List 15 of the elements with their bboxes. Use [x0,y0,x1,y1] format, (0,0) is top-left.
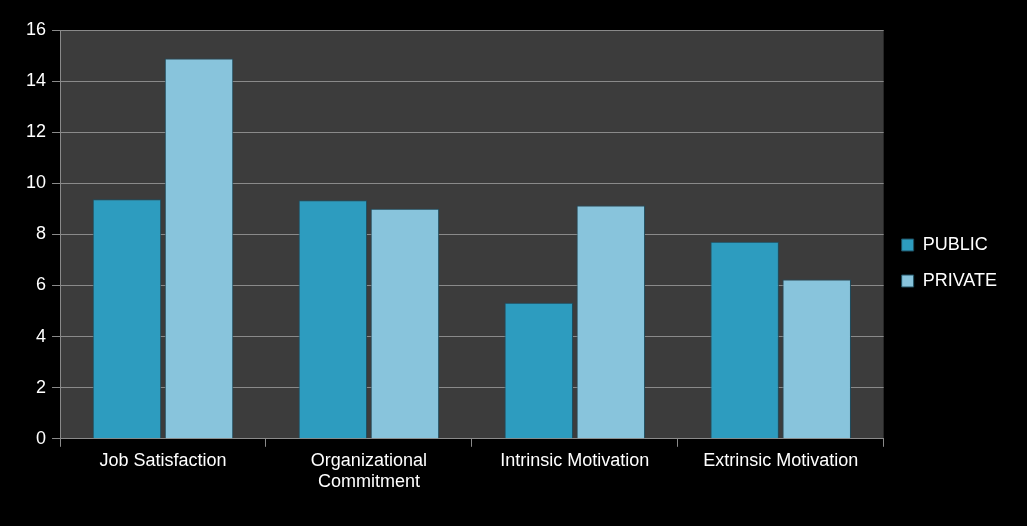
y-tick-label: 0 [36,427,47,448]
x-tick-label: Intrinsic Motivation [500,449,650,470]
y-tick-label: 12 [25,121,47,142]
y-tick-label: 14 [25,70,47,91]
legend-label: PUBLIC [922,233,988,254]
y-tick-label: 4 [36,325,47,346]
y-tick-label: 8 [36,223,47,244]
legend-label: PRIVATE [922,269,998,290]
y-tick-label: 10 [25,172,47,193]
y-tick-label: 16 [25,18,47,39]
y-tick-label: 2 [36,376,47,397]
x-tick-label: Organizational Commitment [310,449,427,492]
x-tick-label: Job Satisfaction [99,449,227,470]
x-tick-label: Extrinsic Motivation [703,449,859,470]
y-tick-label: 6 [36,274,47,295]
